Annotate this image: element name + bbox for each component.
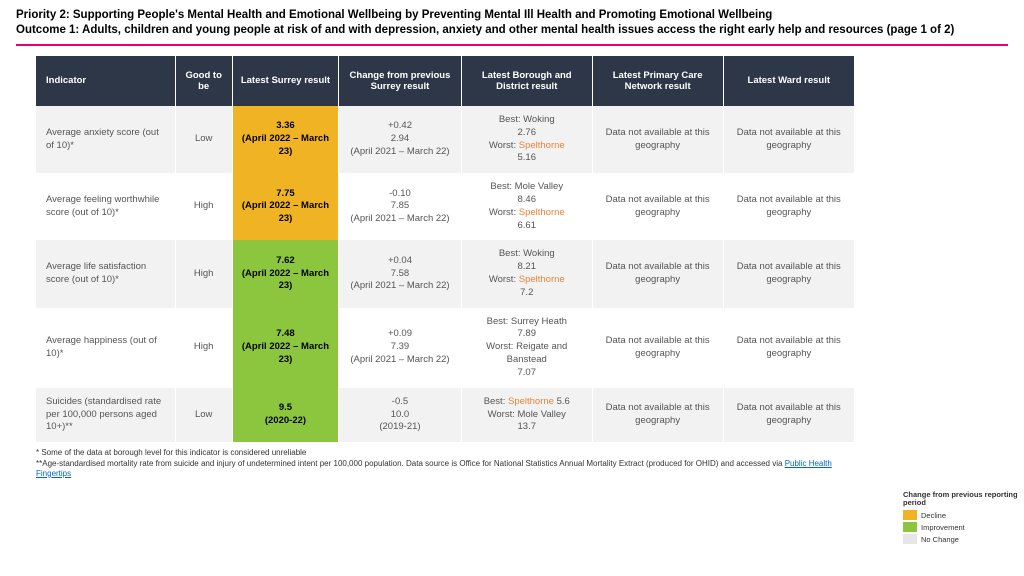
cell-pcn: Data not available at this geography <box>592 388 723 442</box>
cell-borough: Best: Spelthorne 5.6Worst: Mole Valley13… <box>461 388 592 442</box>
col-indicator: Indicator <box>36 56 175 106</box>
cell-good: High <box>175 240 232 307</box>
legend-title: Change from previous reporting period <box>903 491 1018 508</box>
cell-good: High <box>175 173 232 240</box>
cell-indicator: Average happiness (out of 10)* <box>36 308 175 388</box>
table-header-row: Indicator Good to be Latest Surrey resul… <box>36 56 854 106</box>
cell-ward: Data not available at this geography <box>723 106 854 173</box>
cell-good: Low <box>175 388 232 442</box>
cell-ward: Data not available at this geography <box>723 240 854 307</box>
footnotes: * Some of the data at borough level for … <box>0 442 860 479</box>
footnote-1: * Some of the data at borough level for … <box>36 448 844 458</box>
legend-item: No Change <box>903 534 1018 544</box>
title-line-1: Priority 2: Supporting People's Mental H… <box>16 8 1008 23</box>
cell-result: 7.48(April 2022 – March 23) <box>232 308 338 388</box>
col-good: Good to be <box>175 56 232 106</box>
cell-indicator: Average life satisfaction score (out of … <box>36 240 175 307</box>
col-pcn: Latest Primary Care Network result <box>592 56 723 106</box>
cell-ward: Data not available at this geography <box>723 308 854 388</box>
cell-good: High <box>175 308 232 388</box>
cell-pcn: Data not available at this geography <box>592 173 723 240</box>
cell-result: 7.62(April 2022 – March 23) <box>232 240 338 307</box>
cell-result: 7.75(April 2022 – March 23) <box>232 173 338 240</box>
cell-indicator: Average feeling worthwhile score (out of… <box>36 173 175 240</box>
cell-result: 3.36(April 2022 – March 23) <box>232 106 338 173</box>
cell-result: 9.5(2020-22) <box>232 388 338 442</box>
legend-swatch <box>903 534 917 544</box>
indicator-table: Indicator Good to be Latest Surrey resul… <box>36 56 854 442</box>
col-borough: Latest Borough and District result <box>461 56 592 106</box>
legend-swatch <box>903 522 917 532</box>
legend-label: Decline <box>921 511 946 520</box>
cell-pcn: Data not available at this geography <box>592 240 723 307</box>
title-line-2: Outcome 1: Adults, children and young pe… <box>16 23 1008 38</box>
legend: Change from previous reporting period De… <box>903 491 1018 547</box>
page-header: Priority 2: Supporting People's Mental H… <box>0 0 1024 38</box>
table-row: Average happiness (out of 10)*High7.48(A… <box>36 308 854 388</box>
cell-change: +0.047.58(April 2021 – March 22) <box>339 240 462 307</box>
col-result: Latest Surrey result <box>232 56 338 106</box>
cell-change: -0.107.85(April 2021 – March 22) <box>339 173 462 240</box>
legend-swatch <box>903 510 917 520</box>
table-row: Suicides (standardised rate per 100,000 … <box>36 388 854 442</box>
cell-good: Low <box>175 106 232 173</box>
indicator-table-wrap: Indicator Good to be Latest Surrey resul… <box>0 46 870 442</box>
cell-ward: Data not available at this geography <box>723 173 854 240</box>
table-row: Average life satisfaction score (out of … <box>36 240 854 307</box>
cell-pcn: Data not available at this geography <box>592 106 723 173</box>
cell-borough: Best: Mole Valley8.46Worst: Spelthorne6.… <box>461 173 592 240</box>
cell-borough: Best: Woking2.76Worst: Spelthorne5.16 <box>461 106 592 173</box>
cell-borough: Best: Surrey Heath7.89Worst: Reigate and… <box>461 308 592 388</box>
legend-item: Improvement <box>903 522 1018 532</box>
cell-indicator: Average anxiety score (out of 10)* <box>36 106 175 173</box>
legend-item: Decline <box>903 510 1018 520</box>
cell-indicator: Suicides (standardised rate per 100,000 … <box>36 388 175 442</box>
legend-label: Improvement <box>921 523 965 532</box>
cell-change: -0.510.0(2019-21) <box>339 388 462 442</box>
col-ward: Latest Ward result <box>723 56 854 106</box>
table-row: Average anxiety score (out of 10)*Low3.3… <box>36 106 854 173</box>
cell-ward: Data not available at this geography <box>723 388 854 442</box>
table-row: Average feeling worthwhile score (out of… <box>36 173 854 240</box>
cell-change: +0.422.94(April 2021 – March 22) <box>339 106 462 173</box>
cell-pcn: Data not available at this geography <box>592 308 723 388</box>
legend-label: No Change <box>921 535 959 544</box>
footnote-2: **Age-standardised mortality rate from s… <box>36 459 844 480</box>
col-change: Change from previous Surrey result <box>339 56 462 106</box>
cell-borough: Best: Woking8.21Worst: Spelthorne 7.2 <box>461 240 592 307</box>
cell-change: +0.097.39(April 2021 – March 22) <box>339 308 462 388</box>
